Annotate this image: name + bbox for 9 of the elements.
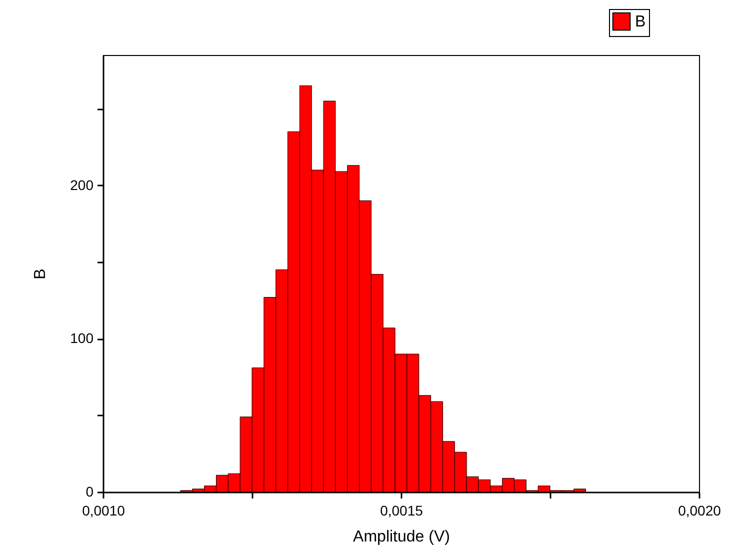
- x-axis-title: Amplitude (V): [353, 528, 450, 546]
- x-tick-label: 0,0020: [678, 502, 722, 518]
- legend-label: B: [635, 14, 646, 30]
- x-tick-label: 0,0010: [82, 502, 126, 518]
- y-tick-label: 100: [70, 330, 94, 346]
- y-axis-title: B: [32, 268, 50, 280]
- x-tick-label: 0,0015: [380, 502, 424, 518]
- y-tick-label: 0: [86, 484, 94, 500]
- y-tick-label: 200: [70, 176, 94, 193]
